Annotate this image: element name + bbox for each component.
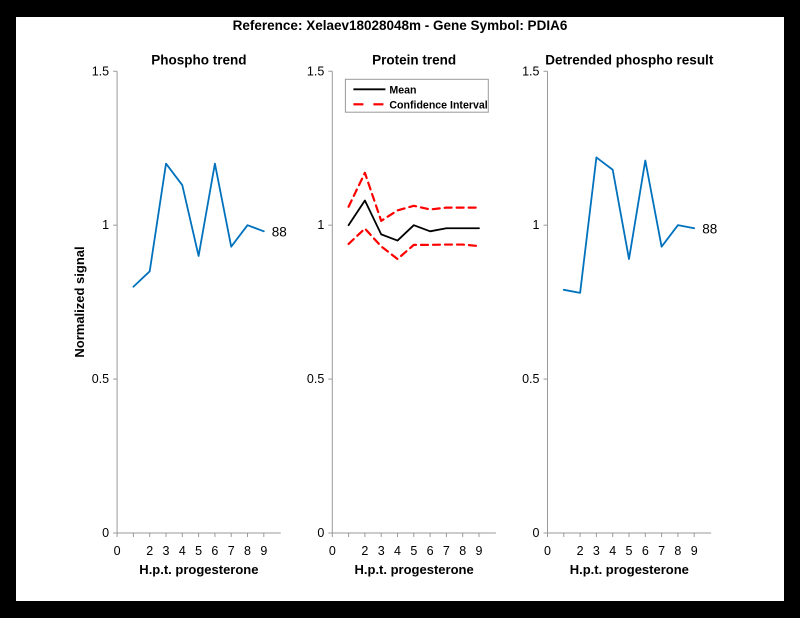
svg-text:0: 0 — [533, 526, 540, 540]
svg-text:1.5: 1.5 — [522, 64, 539, 78]
svg-text:5: 5 — [410, 544, 417, 558]
svg-text:8: 8 — [244, 544, 251, 558]
svg-text:4: 4 — [179, 544, 186, 558]
svg-text:1.5: 1.5 — [92, 64, 109, 78]
svg-text:1: 1 — [533, 218, 540, 232]
svg-text:1: 1 — [317, 218, 324, 232]
svg-text:0.5: 0.5 — [307, 372, 324, 386]
svg-text:Detrended phospho result: Detrended phospho result — [545, 52, 714, 67]
svg-text:3: 3 — [378, 544, 385, 558]
svg-text:Mean: Mean — [389, 84, 416, 96]
svg-text:1.5: 1.5 — [307, 64, 324, 78]
svg-text:Protein trend: Protein trend — [372, 52, 456, 67]
svg-text:3: 3 — [593, 544, 600, 558]
svg-text:0: 0 — [102, 526, 109, 540]
svg-text:0: 0 — [544, 544, 551, 558]
svg-text:2: 2 — [577, 544, 584, 558]
svg-text:0: 0 — [329, 544, 336, 558]
svg-text:3: 3 — [163, 544, 170, 558]
svg-text:H.p.t. progesterone: H.p.t. progesterone — [355, 562, 474, 577]
svg-text:6: 6 — [427, 544, 434, 558]
svg-text:1: 1 — [102, 218, 109, 232]
svg-text:7: 7 — [228, 544, 235, 558]
svg-text:0.5: 0.5 — [92, 372, 109, 386]
svg-text:Confidence Interval: Confidence Interval — [389, 99, 487, 111]
svg-text:4: 4 — [394, 544, 401, 558]
svg-text:5: 5 — [626, 544, 633, 558]
svg-text:0.5: 0.5 — [522, 372, 539, 386]
svg-text:2: 2 — [146, 544, 153, 558]
svg-text:2: 2 — [361, 544, 368, 558]
svg-text:7: 7 — [443, 544, 450, 558]
svg-text:6: 6 — [211, 544, 218, 558]
svg-text:9: 9 — [691, 544, 698, 558]
svg-text:9: 9 — [476, 544, 483, 558]
svg-text:5: 5 — [195, 544, 202, 558]
svg-text:6: 6 — [642, 544, 649, 558]
svg-text:0: 0 — [317, 526, 324, 540]
svg-text:H.p.t. progesterone: H.p.t. progesterone — [139, 562, 258, 577]
svg-text:7: 7 — [658, 544, 665, 558]
svg-text:Phospho trend: Phospho trend — [151, 52, 246, 67]
svg-text:9: 9 — [260, 544, 267, 558]
svg-text:88: 88 — [272, 224, 287, 239]
svg-text:4: 4 — [609, 544, 616, 558]
svg-text:Reference: Xelaev18028048m -: Reference: Xelaev18028048m - Gene Symbol… — [233, 18, 568, 33]
svg-text:H.p.t. progesterone: H.p.t. progesterone — [570, 562, 689, 577]
svg-text:8: 8 — [674, 544, 681, 558]
svg-text:0: 0 — [114, 544, 121, 558]
svg-text:Normalized signal: Normalized signal — [72, 246, 87, 357]
svg-text:8: 8 — [459, 544, 466, 558]
svg-text:88: 88 — [702, 221, 717, 236]
